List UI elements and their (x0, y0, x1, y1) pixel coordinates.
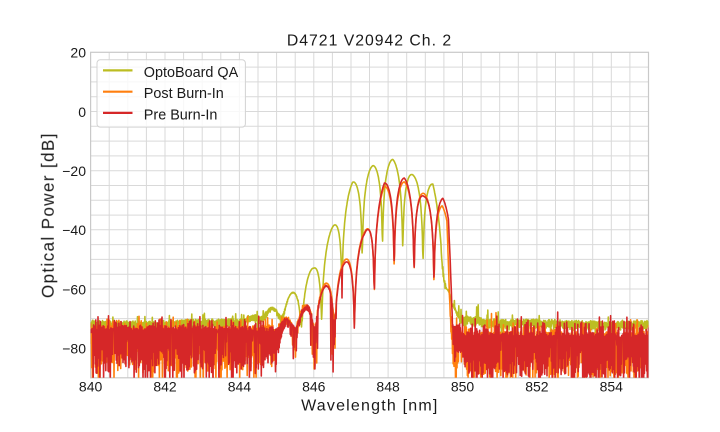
svg-text:−40: −40 (62, 222, 86, 238)
svg-text:850: 850 (451, 379, 475, 395)
svg-text:848: 848 (376, 379, 400, 395)
svg-text:Pre Burn-In: Pre Burn-In (144, 107, 218, 123)
svg-text:0: 0 (78, 104, 86, 120)
svg-text:Wavelength [nm]: Wavelength [nm] (301, 397, 438, 414)
svg-text:OptoBoard QA: OptoBoard QA (144, 65, 239, 81)
svg-text:840: 840 (79, 379, 103, 395)
svg-text:844: 844 (228, 379, 252, 395)
svg-text:852: 852 (525, 379, 549, 395)
svg-text:846: 846 (302, 379, 326, 395)
svg-text:D4721 V20942 Ch. 2: D4721 V20942 Ch. 2 (287, 33, 452, 50)
svg-text:854: 854 (600, 379, 624, 395)
svg-text:842: 842 (153, 379, 177, 395)
svg-text:−20: −20 (62, 163, 86, 179)
svg-text:−60: −60 (62, 281, 86, 297)
svg-text:20: 20 (70, 45, 86, 61)
svg-text:−80: −80 (62, 341, 86, 357)
svg-text:Optical Power [dB]: Optical Power [dB] (39, 132, 58, 298)
svg-text:Post Burn-In: Post Burn-In (144, 86, 224, 102)
